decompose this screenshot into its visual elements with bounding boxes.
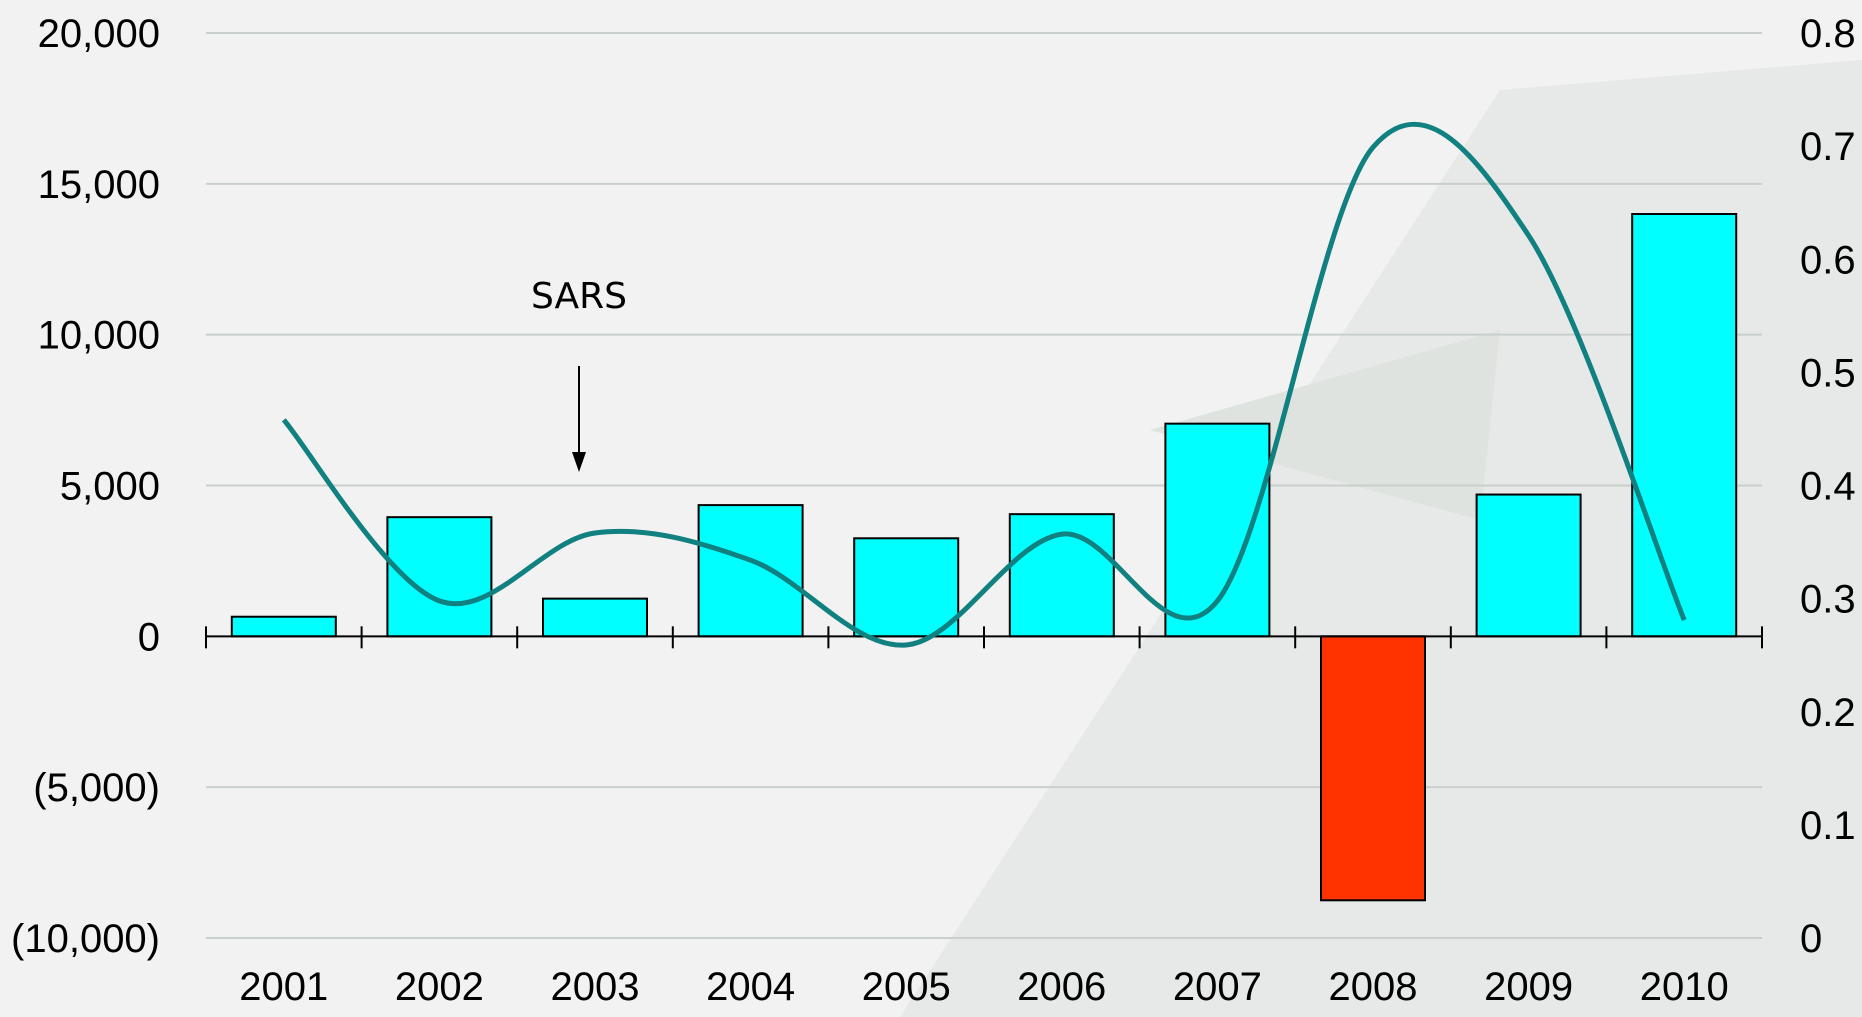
- left-tick-label: 10,000: [38, 314, 160, 358]
- annotations: SARS: [531, 276, 627, 472]
- x-tick-label: 2004: [706, 965, 795, 1009]
- right-tick-label: 0.2: [1800, 691, 1856, 735]
- right-tick-label: 0.6: [1800, 238, 1856, 282]
- bar-2001: [230, 615, 337, 638]
- left-tick-label: (10,000): [11, 917, 160, 961]
- x-tick-label: 2001: [239, 965, 328, 1009]
- gridlines: [206, 32, 1762, 939]
- bar-2005: [853, 537, 960, 638]
- right-tick-label: 0.1: [1800, 804, 1856, 848]
- ratio-line-path: [281, 121, 1687, 648]
- right-tick-label: 0.8: [1800, 12, 1856, 56]
- right-tick-label: 0.3: [1800, 578, 1856, 622]
- x-tick-label: 2005: [862, 965, 951, 1009]
- x-tick-label: 2008: [1329, 965, 1418, 1009]
- x-tick-label: 2009: [1484, 965, 1573, 1009]
- x-axis: [205, 626, 1763, 649]
- ratio-line: [281, 121, 1687, 648]
- right-tick-label: 0.7: [1800, 125, 1856, 169]
- bar-2008: [1320, 635, 1426, 902]
- background-watermark: [900, 60, 1862, 1017]
- x-tick-label: 2007: [1173, 965, 1262, 1009]
- x-tick-label: 2003: [551, 965, 640, 1009]
- left-tick-label: 0: [138, 615, 160, 659]
- x-axis-labels: 2001 2002 2003 2004 2005 2006 2007 2008 2009 2010: [239, 965, 1728, 1009]
- left-tick-label: 15,000: [38, 163, 160, 207]
- x-tick-label: 2010: [1640, 965, 1729, 1009]
- bar-2003: [542, 597, 648, 638]
- bars: [230, 213, 1738, 902]
- bar-2009: [1475, 493, 1582, 638]
- x-tick-label: 2002: [395, 965, 484, 1009]
- right-tick-label: 0.5: [1800, 351, 1856, 395]
- left-axis-labels: 20,000 15,000 10,000 5,000 0 (5,000) (10,000): [11, 12, 160, 961]
- annotation-arrow-head: [572, 452, 586, 472]
- x-tick-label: 2006: [1017, 965, 1106, 1009]
- right-axis-labels: 0.8 0.7 0.6 0.5 0.4 0.3 0.2 0.1 0: [1800, 12, 1856, 961]
- right-tick-label: 0: [1800, 917, 1822, 961]
- right-tick-label: 0.4: [1800, 465, 1856, 509]
- left-tick-label: (5,000): [33, 766, 160, 810]
- bar-2004: [697, 504, 804, 638]
- left-tick-label: 20,000: [38, 12, 160, 56]
- sars-annotation: SARS: [531, 276, 627, 317]
- bar-2010: [1631, 213, 1738, 638]
- left-tick-label: 5,000: [60, 465, 160, 509]
